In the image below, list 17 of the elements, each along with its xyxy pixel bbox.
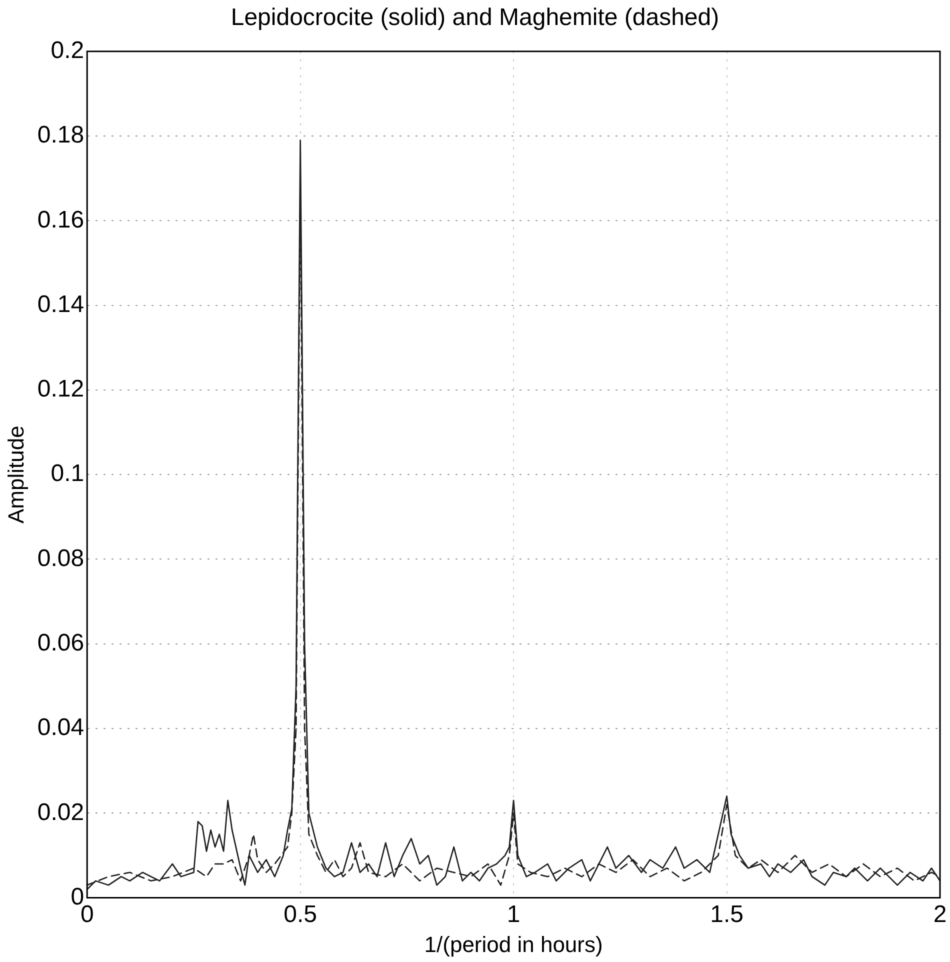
x-tick-label: 1.5	[710, 900, 744, 928]
x-tick-label: 0.5	[284, 900, 318, 928]
x-tick-label: 1	[506, 900, 520, 928]
y-tick-label: 0.08	[37, 544, 84, 572]
chart-title: Lepidocrocite (solid) and Maghemite (dashed)	[230, 4, 720, 33]
x-axis-title: 1/(period in hours)	[424, 932, 603, 957]
y-axis-title: Amplitude	[3, 426, 28, 524]
y-tick-label: 0.02	[37, 798, 84, 826]
y-tick-label: 0.2	[50, 37, 84, 64]
y-tick-label: 0.16	[37, 206, 84, 234]
y-tick-label: 0.14	[37, 290, 84, 318]
y-tick-label: 0.18	[37, 122, 84, 149]
y-tick-label: 0.1	[50, 460, 84, 488]
y-tick-label: 0.12	[37, 376, 84, 403]
y-tick-label: 0.04	[37, 714, 84, 742]
y-tick-label: 0.06	[37, 630, 84, 657]
x-tick-label: 2	[933, 900, 947, 928]
